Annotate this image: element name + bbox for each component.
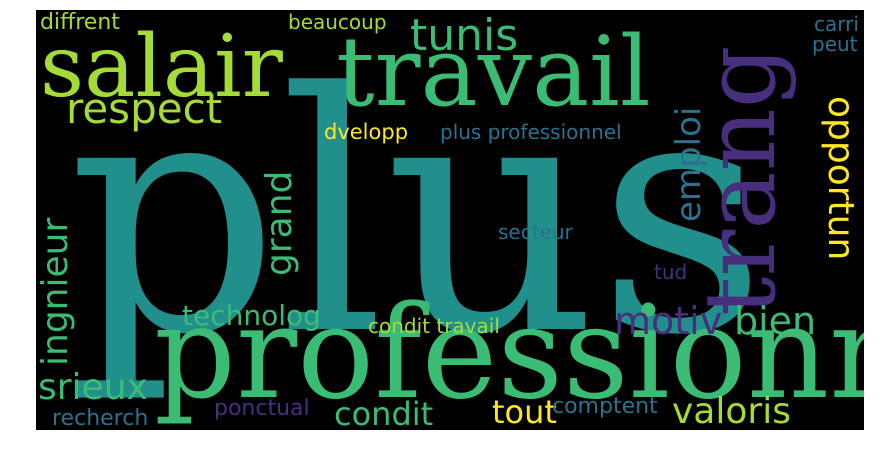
word-condit-travail: condit travail <box>368 314 500 338</box>
word-bien: bien <box>734 299 817 343</box>
word-tud: tud <box>654 260 688 284</box>
word-srieux: srieux <box>38 367 148 408</box>
word-ingnieur: ingnieur <box>36 217 76 366</box>
word-dvelopp: dvelopp <box>324 120 409 144</box>
word-plus: plus <box>68 23 767 407</box>
word-beaucoup: beaucoup <box>288 10 387 34</box>
word-plus-professionnel: plus professionnel <box>440 120 622 144</box>
word-technolog: technolog <box>182 299 321 332</box>
word-recherch: recherch <box>52 406 149 430</box>
word-cloud: plus professionnel travail salair trang … <box>36 10 864 430</box>
word-carri: carri <box>814 12 859 36</box>
word-comptent: comptent <box>552 394 658 419</box>
word-secteur: secteur <box>498 220 573 244</box>
word-grand: grand <box>259 170 300 276</box>
word-salair: salair <box>40 17 283 117</box>
word-emploi: emploi <box>669 106 709 222</box>
word-diffrent: diffrent <box>40 10 120 35</box>
word-opportun: opportun <box>820 96 861 261</box>
word-condit: condit <box>334 395 434 430</box>
word-tunis: tunis <box>410 10 519 61</box>
word-motiv: motiv <box>614 299 723 343</box>
word-travail: travail <box>336 16 651 128</box>
word-peut: peut <box>812 32 858 56</box>
word-professionnel: professionnel <box>154 279 864 428</box>
word-valoris: valoris <box>672 391 791 430</box>
word-respect: respect <box>66 84 223 133</box>
word-tout: tout <box>492 393 557 430</box>
word-ponctual: ponctual <box>214 396 310 421</box>
